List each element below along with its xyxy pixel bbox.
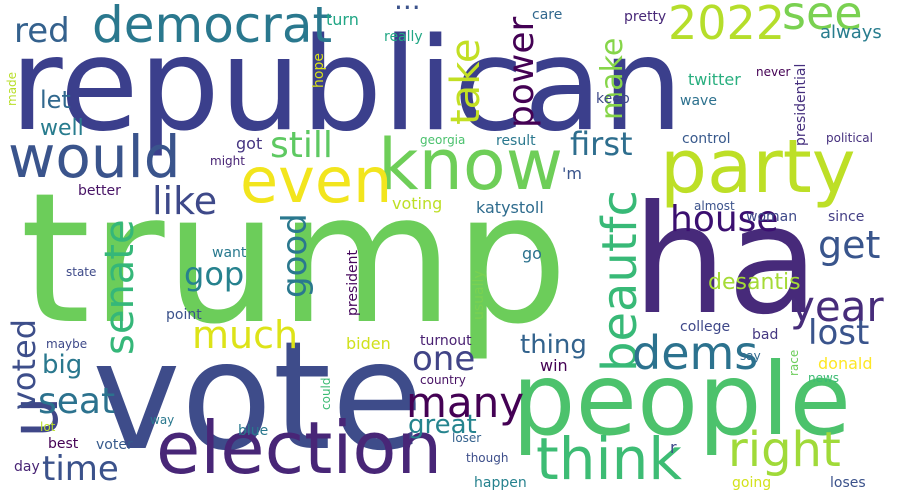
word-go: go	[522, 244, 542, 263]
word-know: know	[378, 124, 563, 206]
word-presidential: presidential	[793, 63, 809, 146]
word-ha: ha	[632, 174, 819, 348]
word-ellipsis: ...	[394, 0, 421, 14]
word-trump: trump	[20, 155, 569, 364]
word-good: good	[275, 213, 315, 298]
word-2022: 2022	[668, 0, 786, 50]
word-almost: almost	[694, 199, 735, 213]
word-get: get	[818, 223, 881, 267]
word-woman: woman	[746, 209, 798, 225]
word-race: race	[787, 349, 801, 376]
word-think: think	[536, 425, 682, 493]
word-lost: lost	[808, 313, 870, 353]
word-win: win	[540, 356, 568, 375]
word-happen: happen	[474, 475, 527, 491]
word-might: might	[210, 154, 245, 168]
word-control: control	[682, 131, 731, 147]
word-r: r	[670, 438, 677, 457]
word-twitter: twitter	[688, 70, 741, 89]
word-party: party	[660, 124, 856, 210]
word-see: see	[782, 0, 863, 40]
word-care: care	[532, 7, 563, 23]
word-best: best	[48, 436, 79, 452]
word-still: still	[270, 125, 333, 166]
word-turn: turn	[326, 10, 359, 29]
word-going: going	[732, 475, 772, 491]
word-much: much	[192, 313, 299, 357]
word-always: always	[820, 22, 882, 43]
word-seat: seat	[38, 381, 116, 422]
word-keep: keep	[596, 91, 630, 107]
word-political: political	[826, 131, 873, 145]
word-since: since	[828, 209, 865, 225]
word-hope: hope	[311, 53, 327, 88]
word-country: country	[420, 373, 466, 387]
word-wave: wave	[680, 93, 717, 109]
word-biden: biden	[346, 334, 391, 353]
word-georgia: georgia	[420, 133, 466, 147]
word-thing: thing	[520, 330, 587, 360]
word-lot: lot	[40, 420, 56, 434]
word-apos-m: 'm	[562, 164, 582, 183]
word-turnout: turnout	[420, 333, 472, 349]
word-never: never	[756, 65, 791, 79]
word-voter: voter	[96, 437, 133, 453]
word-made: made	[5, 71, 19, 106]
word-better: better	[78, 183, 121, 199]
word-time: time	[42, 449, 119, 489]
word-donald: donald	[818, 354, 873, 373]
word-make: make	[595, 37, 630, 120]
word-news: news	[808, 371, 840, 385]
word-way: way	[150, 413, 175, 427]
word-though: though	[466, 451, 509, 465]
word-katystoll: katystoll	[476, 198, 544, 217]
word-got: got	[236, 134, 263, 153]
word-republican: republican	[10, 11, 684, 160]
word-bad: bad	[752, 327, 779, 343]
word-result: result	[496, 133, 536, 149]
word-would: would	[8, 123, 181, 191]
word-college: college	[680, 319, 731, 335]
word-desantis: desantis	[708, 270, 801, 295]
word-democrat: democrat	[92, 0, 333, 54]
word-usually: usually	[471, 270, 487, 320]
word-point: point	[166, 307, 202, 323]
word-people: people	[512, 341, 851, 458]
word-vote: vote	[92, 310, 424, 484]
word-loser: loser	[452, 431, 482, 445]
word-even: even	[240, 144, 393, 217]
word-red: red	[14, 11, 70, 51]
word-like: like	[152, 179, 218, 223]
word-house: house	[670, 199, 779, 240]
word-take: take	[443, 38, 489, 125]
word-many: many	[406, 378, 525, 427]
word-state: state	[66, 265, 97, 279]
word-say: say	[740, 349, 761, 363]
word-want: want	[212, 245, 247, 261]
word-dems: dems	[632, 326, 759, 380]
word-blue: blue	[238, 423, 269, 439]
word-day: day	[14, 459, 40, 475]
word-voting: voting	[392, 194, 443, 213]
word-first: first	[570, 125, 633, 163]
word-gop: gop	[184, 255, 245, 293]
word-maybe: maybe	[46, 337, 88, 351]
word-pretty: pretty	[624, 9, 667, 25]
word-one: one	[412, 339, 476, 379]
word-right: right	[728, 422, 841, 478]
word-great: great	[408, 410, 477, 440]
word-loses: loses	[830, 475, 866, 491]
word-president: president	[345, 250, 361, 316]
word-big: big	[42, 350, 83, 380]
word-well: well	[40, 116, 84, 141]
word-year: year	[790, 282, 884, 331]
word-really: really	[384, 29, 423, 45]
word-election: election	[156, 406, 443, 490]
word-voted: voted	[5, 318, 43, 410]
word-could: could	[319, 377, 333, 411]
word-let: let	[40, 86, 71, 114]
word-power: power	[501, 16, 542, 128]
word-senate: senate	[97, 219, 143, 355]
